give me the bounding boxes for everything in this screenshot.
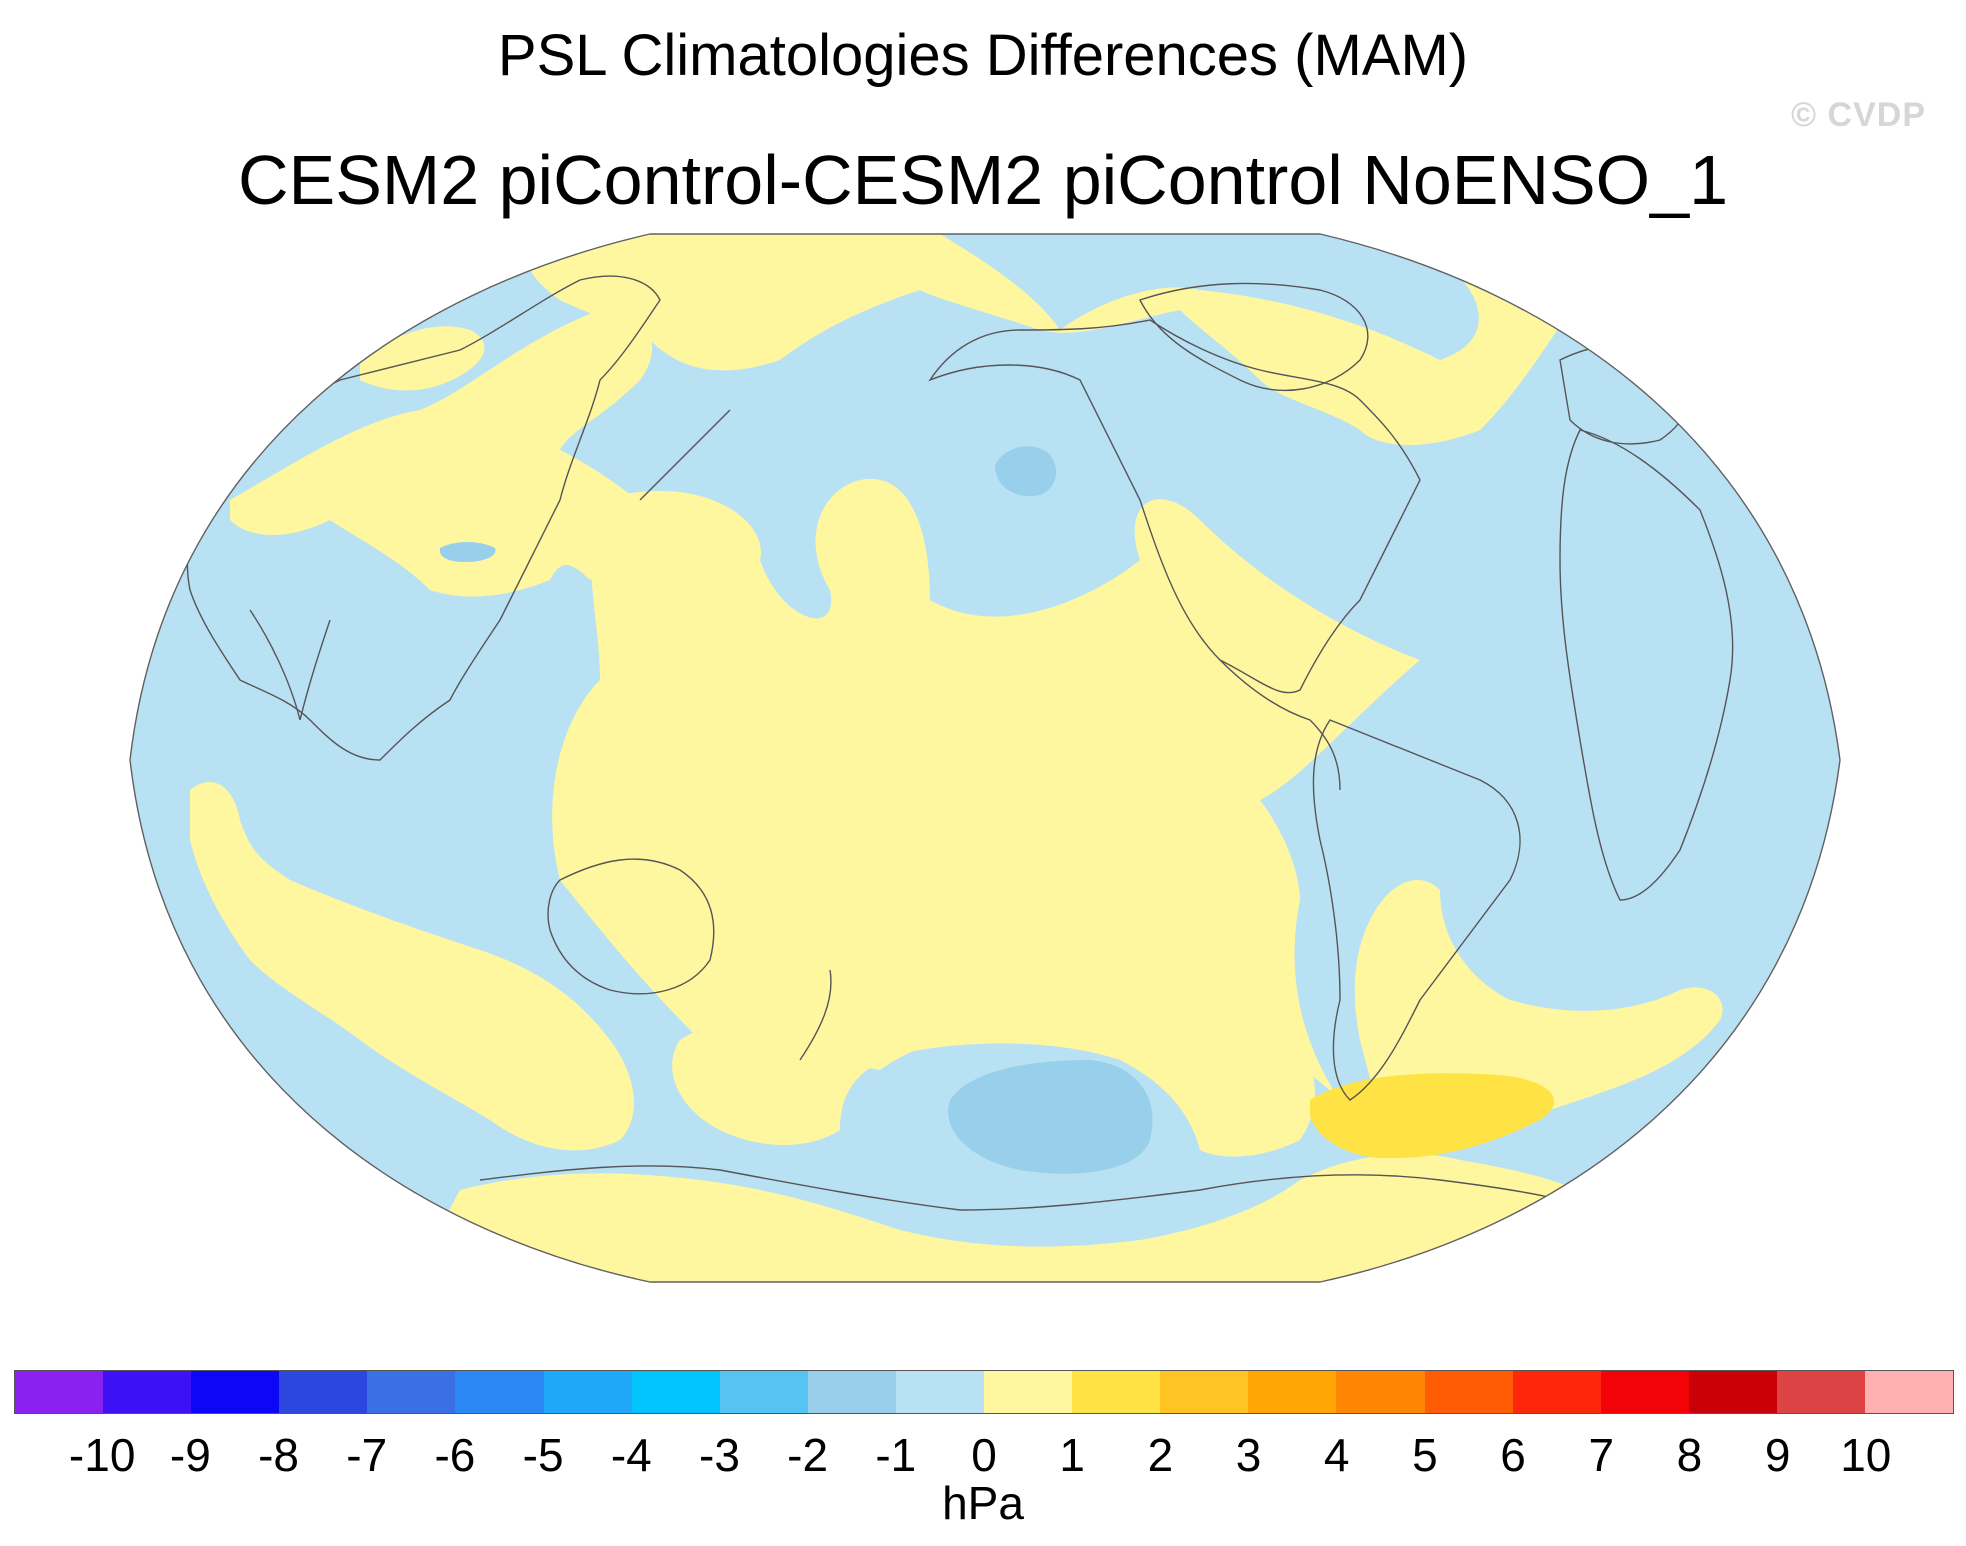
colorbar-tick-label: -2: [787, 1429, 829, 1481]
colorbar-swatch-20: [1776, 1371, 1865, 1413]
colorbar-tick-label: 1: [1059, 1429, 1085, 1481]
field-layer: [130, 234, 1840, 1282]
positive-region-antarctica: [400, 1154, 1650, 1282]
colorbar-swatch-1: [103, 1371, 192, 1413]
colorbar-swatch-18: [1600, 1371, 1689, 1413]
colorbar-tick-label: 4: [1323, 1429, 1350, 1481]
positive-region-northwest: [360, 326, 485, 391]
colorbar-swatch-21: [1864, 1371, 1954, 1413]
colorbar-tick-label: 7: [1588, 1429, 1615, 1481]
colorbar-swatch-11: [984, 1371, 1073, 1413]
colorbar-swatch-0: [15, 1371, 104, 1413]
colorbar-tick-label: -3: [699, 1429, 740, 1481]
colorbar-tick-label: 2: [1147, 1429, 1174, 1481]
coast-antarctica: [479, 1165, 1621, 1221]
positive-region-indian-ocean: [190, 781, 634, 1151]
coast-india: [249, 609, 331, 721]
colorbar-tick-label: 5: [1412, 1429, 1438, 1481]
colorbar-swatch-5: [455, 1371, 544, 1413]
coast-central-america: [1219, 659, 1341, 791]
cvdp-watermark: © CVDP: [1791, 96, 1926, 134]
coast-greenland: [1139, 282, 1369, 392]
colorbar-tick-label: -9: [169, 1429, 211, 1481]
colorbar-swatch-6: [543, 1371, 632, 1413]
colorbar-swatch-3: [279, 1371, 368, 1413]
negative-medium-region-gulf-alaska: [995, 446, 1057, 497]
plot-subtitle: CESM2 piControl-CESM2 piControl NoENSO_1: [238, 141, 1728, 219]
colorbar-swatch-8: [719, 1371, 808, 1413]
colorbar-swatch-4: [367, 1371, 456, 1413]
positive-region-central-pacific: [552, 478, 1420, 1100]
colorbar-tick-label: -10: [68, 1429, 136, 1481]
map-border: [129, 233, 1841, 1283]
colorbar-tick-label: -1: [875, 1429, 917, 1481]
colorbar-swatch-13: [1160, 1371, 1249, 1413]
colorbar-tick-label: -4: [610, 1429, 652, 1481]
colorbar-units: hPa: [942, 1477, 1024, 1529]
colorbar-swatch-9: [807, 1371, 896, 1413]
colorbar-swatch-2: [191, 1371, 280, 1413]
positive-region-south-pacific-band: [672, 1000, 1315, 1157]
coast-asia: [186, 275, 661, 761]
colorbar: [14, 1370, 1954, 1414]
colorbar-swatch-10: [895, 1371, 985, 1413]
colorbar-tick-label: 3: [1235, 1429, 1262, 1481]
colorbar-tick-label: -6: [434, 1429, 476, 1481]
negative-medium-region-south-pacific: [948, 1060, 1153, 1174]
colorbar-swatch-12: [1072, 1371, 1161, 1413]
colorbar-swatch-19: [1688, 1371, 1777, 1413]
negative-medium-region-sea-of-okhotsk: [439, 542, 496, 562]
coast-north-america: [928, 319, 1421, 694]
coast-south-america: [1312, 719, 1521, 1101]
positive-region-arctic-top: [519, 234, 1600, 445]
colorbar-tick-label: 9: [1764, 1429, 1791, 1481]
colorbar-tick-label: -7: [346, 1429, 388, 1481]
colorbar-swatch-7: [631, 1371, 720, 1413]
positive-region-east-asia: [230, 308, 660, 597]
plot-title: PSL Climatologies Differences (MAM): [497, 23, 1469, 88]
coast-africa: [1559, 429, 1734, 901]
colorbar-tick-label: 0: [971, 1429, 997, 1481]
colorbar-tick-label: 6: [1500, 1429, 1526, 1481]
coast-australia: [547, 858, 715, 995]
colorbar-swatch-14: [1248, 1371, 1337, 1413]
coast-japan: [639, 409, 731, 501]
coast-new-zealand: [799, 969, 832, 1061]
colorbar-tick-label: -5: [522, 1429, 564, 1481]
colorbar-tick-label: 8: [1676, 1429, 1703, 1481]
colorbar-swatch-15: [1336, 1371, 1425, 1413]
colorbar-tick-label: -8: [258, 1429, 299, 1481]
colorbar-swatch-16: [1424, 1371, 1513, 1413]
colorbar-ticks: -10 -9 -8 -7 -6 -5 -4 -3 -2 -1 0 1 2 3 4 5 6 7 8 9 10: [0, 1428, 1966, 1488]
colorbar-swatch-17: [1512, 1371, 1601, 1413]
coastlines: [186, 275, 1734, 1221]
positive-medium-region-south-atlantic: [1310, 1073, 1555, 1159]
colorbar-tick-label: 10: [1840, 1429, 1892, 1481]
